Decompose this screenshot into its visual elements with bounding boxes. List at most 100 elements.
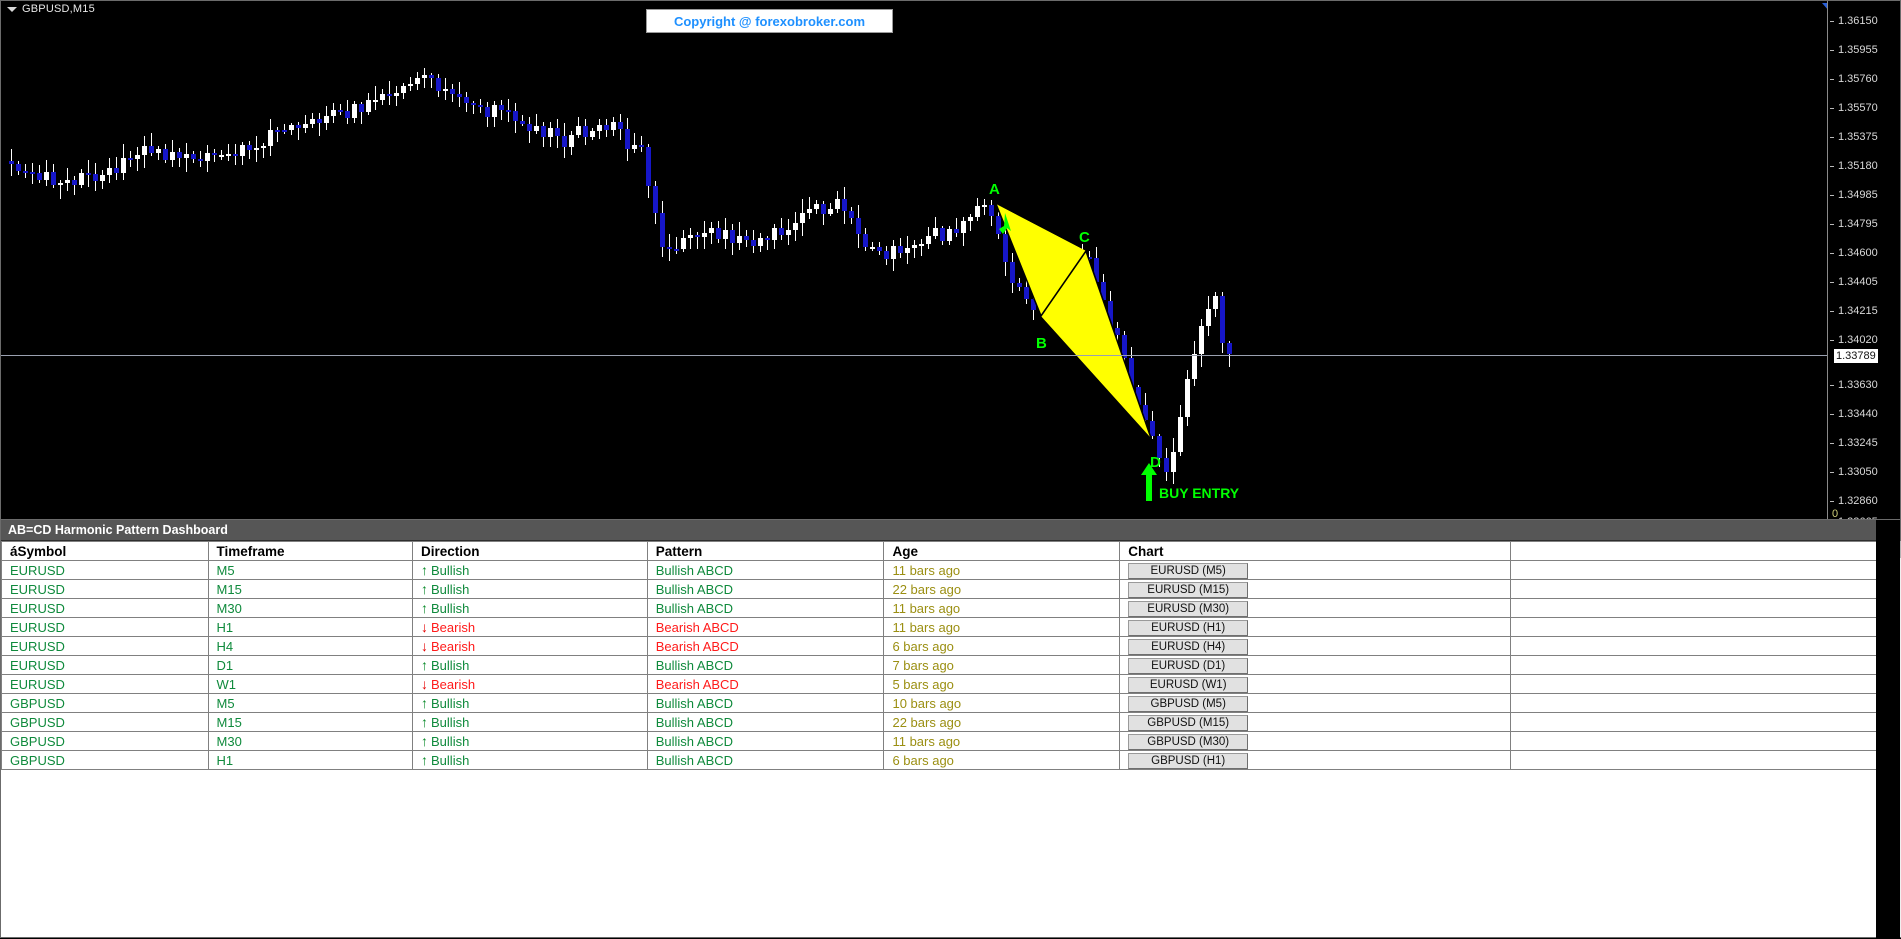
candle-body — [1227, 343, 1232, 354]
open-chart-button[interactable]: GBPUSD (H1) — [1128, 753, 1248, 769]
candle-body — [562, 136, 567, 147]
candle-body — [625, 129, 630, 150]
cell-age: 11 bars ago — [884, 618, 1120, 637]
candle-body — [765, 238, 770, 240]
candle-body — [65, 180, 70, 183]
open-chart-button[interactable]: EURUSD (M5) — [1128, 563, 1248, 579]
cell-spacer — [1511, 618, 1901, 637]
candle-body — [429, 75, 434, 79]
candle-body — [359, 104, 364, 112]
table-header-symbol[interactable]: áSymbol — [2, 542, 209, 561]
open-chart-button[interactable]: GBPUSD (M30) — [1128, 734, 1248, 750]
open-chart-button[interactable]: EURUSD (H1) — [1128, 620, 1248, 636]
candle-body — [695, 235, 700, 237]
cell-pattern: Bearish ABCD — [647, 637, 884, 656]
candle-wick — [396, 86, 397, 106]
candle-body — [576, 126, 581, 135]
cell-age: 11 bars ago — [884, 732, 1120, 751]
table-header-timeframe[interactable]: Timeframe — [208, 542, 413, 561]
candle-body — [289, 125, 294, 131]
cell-direction: ↑Bullish — [413, 656, 648, 675]
table-header-pattern[interactable]: Pattern — [647, 542, 884, 561]
open-chart-button[interactable]: GBPUSD (M5) — [1128, 696, 1248, 712]
open-chart-button[interactable]: EURUSD (M15) — [1128, 582, 1248, 598]
cell-symbol: GBPUSD — [2, 751, 209, 770]
cell-spacer — [1511, 580, 1901, 599]
candle-body — [583, 126, 588, 137]
candle-body — [366, 100, 371, 112]
open-chart-button[interactable]: EURUSD (D1) — [1128, 658, 1248, 674]
cell-timeframe: M5 — [208, 694, 413, 713]
candle-body — [338, 110, 343, 112]
candle-body — [912, 245, 917, 248]
table-header-chart[interactable]: Chart — [1120, 542, 1511, 561]
current-price-label: 1.33789 — [1834, 349, 1878, 363]
price-tick-label: 1.34600 — [1838, 247, 1878, 259]
candle-body — [548, 128, 553, 136]
candle-body — [233, 154, 238, 156]
candle-body — [835, 199, 840, 209]
candle-body — [177, 152, 182, 158]
candle-wick — [921, 239, 922, 256]
candle-body — [674, 249, 679, 251]
candle-body — [317, 119, 322, 123]
cell-spacer — [1511, 694, 1901, 713]
candle-wick — [984, 199, 985, 215]
cell-pattern: Bullish ABCD — [647, 580, 884, 599]
cell-direction: ↓Bearish — [413, 637, 648, 656]
candle-body — [793, 223, 798, 229]
cell-timeframe: D1 — [208, 656, 413, 675]
cell-timeframe: H1 — [208, 751, 413, 770]
candle-body — [394, 93, 399, 96]
direction-label: Bullish — [431, 563, 469, 578]
cell-pattern: Bullish ABCD — [647, 732, 884, 751]
cell-pattern: Bearish ABCD — [647, 675, 884, 694]
cell-chart: EURUSD (M5) — [1120, 561, 1511, 580]
candle-body — [226, 154, 231, 156]
price-tick-label: 1.34985 — [1838, 189, 1878, 201]
table-header-age[interactable]: Age — [884, 542, 1120, 561]
cell-timeframe: H4 — [208, 637, 413, 656]
candle-body — [1150, 421, 1155, 437]
arrow-up-icon: ↑ — [421, 601, 428, 615]
cell-timeframe: M30 — [208, 732, 413, 751]
open-chart-button[interactable]: EURUSD (M30) — [1128, 601, 1248, 617]
cell-age: 6 bars ago — [884, 637, 1120, 656]
dashboard-title: AB=CD Harmonic Pattern Dashboard — [1, 520, 1900, 541]
candle-body — [86, 173, 91, 175]
candle-body — [821, 204, 826, 213]
candle-body — [128, 158, 133, 160]
candle-body — [79, 173, 84, 185]
candle-wick — [690, 228, 691, 248]
open-chart-button[interactable]: GBPUSD (M15) — [1128, 715, 1248, 731]
cell-pattern: Bullish ABCD — [647, 694, 884, 713]
cell-direction: ↑Bullish — [413, 713, 648, 732]
price-tick-label: 1.35760 — [1838, 73, 1878, 85]
open-chart-button[interactable]: EURUSD (W1) — [1128, 677, 1248, 693]
candle-body — [646, 147, 651, 186]
price-chart-pane[interactable]: GBPUSD,M15 Copyright @ forexobroker.com … — [0, 0, 1901, 521]
table-header-direction[interactable]: Direction — [413, 542, 648, 561]
candle-body — [30, 172, 35, 174]
open-chart-button[interactable]: EURUSD (H4) — [1128, 639, 1248, 655]
arrow-up-icon: ↑ — [421, 658, 428, 672]
cell-symbol: EURUSD — [2, 599, 209, 618]
candle-body — [107, 168, 112, 175]
candle-body — [443, 89, 448, 91]
price-tick-label: 1.33245 — [1838, 437, 1878, 449]
candle-wick — [634, 133, 635, 153]
candle-body — [513, 111, 518, 121]
cell-chart: EURUSD (W1) — [1120, 675, 1511, 694]
